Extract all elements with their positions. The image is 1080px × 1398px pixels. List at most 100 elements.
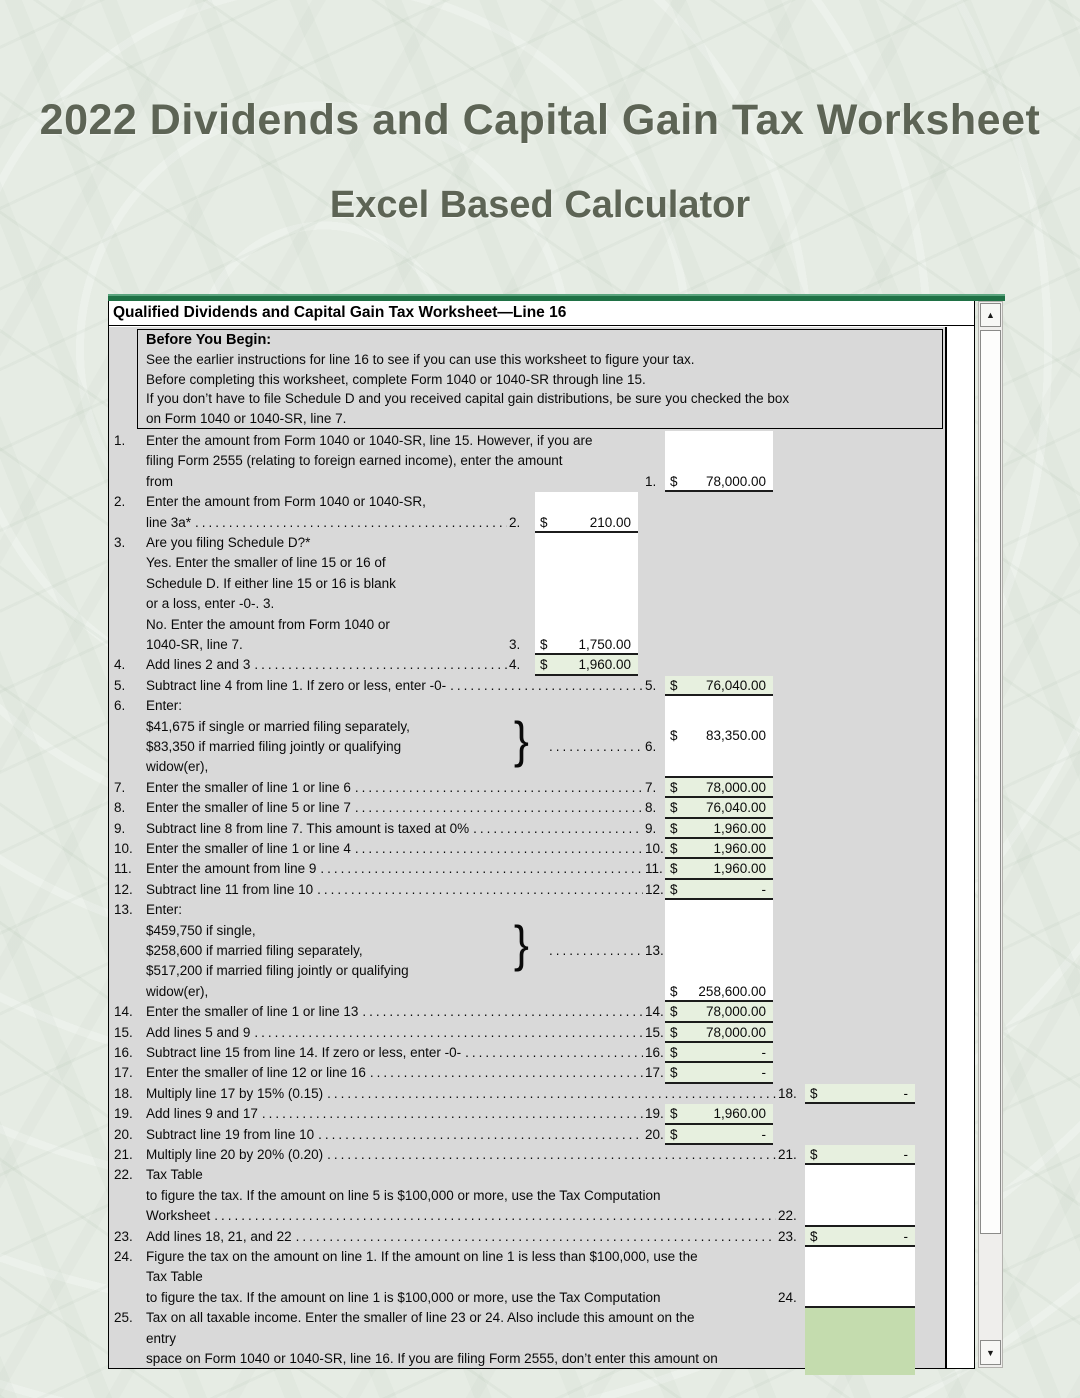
dotted-leader: ..............................	[549, 941, 641, 961]
scroll-down-button[interactable]: ▼	[980, 1340, 1001, 1365]
worksheet-line-21: 21.Multiply line 20 by 20% (0.20).......…	[109, 1145, 945, 1165]
cell-amount: $-	[810, 1084, 908, 1104]
line-value-label: 18.	[778, 1084, 808, 1104]
scrollbar-thumb[interactable]	[980, 330, 1001, 1234]
line-13-value-cell[interactable]: $258,600.00	[665, 900, 773, 1002]
line-text-row: Tax on all taxable income. Enter the sma…	[146, 1308, 801, 1328]
line-number: 12.	[114, 880, 144, 900]
line-number: 7.	[114, 778, 144, 798]
line-8-value-cell[interactable]: $76,040.00	[665, 798, 773, 818]
line-number: 14.	[114, 1002, 144, 1022]
line-25-value-cell[interactable]	[805, 1308, 915, 1375]
line-value-label: 8.	[645, 798, 675, 818]
line-value-label: 9.	[645, 819, 675, 839]
line-number: 6.	[114, 696, 144, 716]
line-number: 11.	[114, 859, 144, 879]
line-18-value-cell[interactable]: $-	[805, 1084, 915, 1104]
line-11-value-cell[interactable]: $1,960.00	[665, 859, 773, 879]
worksheet-line-14: 14.Enter the smaller of line 1 or line 1…	[109, 1002, 945, 1022]
worksheet-line-11: 11.Enter the amount from line 9.........…	[109, 859, 945, 879]
dotted-leader: ........................................…	[461, 1043, 643, 1063]
cell-amount: $1,960.00	[670, 859, 766, 879]
dotted-leader: ........................................…	[446, 676, 643, 696]
line-text-row: Tax Table	[146, 1267, 801, 1287]
cell-amount: $-	[810, 1227, 908, 1247]
cell-amount: $1,960.00	[540, 655, 631, 675]
line-2-value-cell[interactable]: $210.00	[535, 492, 638, 533]
scroll-up-button[interactable]: ▲	[980, 303, 1001, 327]
line-text-row: Schedule D. If either line 15 or 16 is b…	[146, 574, 801, 594]
worksheet-line-20: 20.Subtract line 19 from line 10........…	[109, 1125, 945, 1145]
line-4-value-cell[interactable]: $1,960.00	[535, 655, 638, 675]
line-17-value-cell[interactable]: $-	[665, 1063, 773, 1083]
before-you-begin-lines: See the earlier instructions for line 16…	[146, 350, 934, 428]
line-number: 16.	[114, 1043, 144, 1063]
cell-amount: $1,960.00	[670, 819, 766, 839]
line-22-value-cell[interactable]	[805, 1165, 915, 1226]
cell-amount: $83,350.00	[670, 726, 766, 746]
worksheet-line-13: 13.Enter:$459,750 if single,$258,600 if …	[109, 900, 945, 1002]
worksheet-line-16: 16.Subtract line 15 from line 14. If zer…	[109, 1043, 945, 1063]
line-number: 5.	[114, 676, 144, 696]
cell-amount: $76,040.00	[670, 676, 766, 696]
cell-amount: $78,000.00	[670, 1002, 766, 1022]
line-value-label: 16.	[645, 1043, 675, 1063]
line-3-value-cell[interactable]: $1,750.00	[535, 533, 638, 655]
line-9-value-cell[interactable]: $1,960.00	[665, 819, 773, 839]
cell-amount: $78,000.00	[670, 1023, 766, 1043]
cell-amount: $1,750.00	[540, 635, 631, 655]
line-15-value-cell[interactable]: $78,000.00	[665, 1023, 773, 1043]
cell-amount: $1,960.00	[670, 839, 766, 859]
line-text-row: to figure the tax. If the amount on line…	[146, 1186, 801, 1206]
line-text-row: Subtract line 4 from line 1. If zero or …	[146, 676, 643, 696]
before-you-begin-line: If you don’t have to file Schedule D and…	[146, 389, 934, 409]
line-text-row: Tax Table	[146, 1165, 801, 1185]
line-text-row: Add lines 2 and 3.......................…	[146, 655, 507, 675]
worksheet-line-12: 12.Subtract line 11 from line 10........…	[109, 880, 945, 900]
dotted-leader: ........................................…	[314, 1125, 643, 1145]
line-text-row: Add lines 5 and 9.......................…	[146, 1023, 643, 1043]
before-you-begin-line: on Form 1040 or 1040-SR, line 7.	[146, 409, 934, 429]
line-5-value-cell[interactable]: $76,040.00	[665, 676, 773, 696]
line-number: 1.	[114, 431, 144, 451]
line-7-value-cell[interactable]: $78,000.00	[665, 778, 773, 798]
line-12-value-cell[interactable]: $-	[665, 880, 773, 900]
line-19-value-cell[interactable]: $1,960.00	[665, 1104, 773, 1124]
dotted-leader: ........................................…	[351, 778, 643, 798]
cell-amount: $-	[670, 880, 766, 900]
vertical-scrollbar[interactable]: ▲ ▼	[978, 301, 1003, 1368]
line-value-label: 1.	[645, 472, 675, 492]
line-20-value-cell[interactable]: $-	[665, 1125, 773, 1145]
line-value-label: 3.	[509, 635, 539, 655]
line-24-value-cell[interactable]	[805, 1247, 915, 1308]
line-value-label: 4.	[509, 655, 539, 675]
line-number: 20.	[114, 1125, 144, 1145]
line-text-row: or a loss, enter -0-. 3.	[146, 594, 801, 614]
up-arrow-icon: ▲	[986, 310, 995, 320]
line-value-label: 19.	[645, 1104, 675, 1124]
line-number: 19.	[114, 1104, 144, 1124]
cell-amount: $-	[670, 1125, 766, 1145]
line-1-value-cell[interactable]: $78,000.00	[665, 431, 773, 492]
line-text-row: Enter the amount from Form 1040 or 1040-…	[146, 492, 801, 512]
line-number: 25.	[114, 1308, 144, 1328]
line-23-value-cell[interactable]: $-	[805, 1227, 915, 1247]
line-16-value-cell[interactable]: $-	[665, 1043, 773, 1063]
line-text-row: space on Form 1040 or 1040-SR, line 16. …	[146, 1349, 801, 1369]
line-10-value-cell[interactable]: $1,960.00	[665, 839, 773, 859]
line-value-label: 22.	[778, 1206, 808, 1226]
line-number: 2.	[114, 492, 144, 512]
worksheet-line-2: 2.Enter the amount from Form 1040 or 104…	[109, 492, 945, 533]
line-number: 3.	[114, 533, 144, 553]
line-value-label: 17.	[645, 1063, 675, 1083]
dotted-leader: ........................................…	[323, 1145, 776, 1165]
line-value-label: 5.	[645, 676, 675, 696]
line-21-value-cell[interactable]: $-	[805, 1145, 915, 1165]
line-6-value-cell[interactable]: $83,350.00	[665, 696, 773, 778]
line-14-value-cell[interactable]: $78,000.00	[665, 1002, 773, 1022]
worksheet-line-5: 5.Subtract line 4 from line 1. If zero o…	[109, 676, 945, 696]
line-value-label: 20.	[645, 1125, 675, 1145]
cell-amount: $1,960.00	[670, 1104, 766, 1124]
line-text-row: Subtract line 19 from line 10...........…	[146, 1125, 643, 1145]
dotted-leader: ..............................	[549, 737, 641, 757]
